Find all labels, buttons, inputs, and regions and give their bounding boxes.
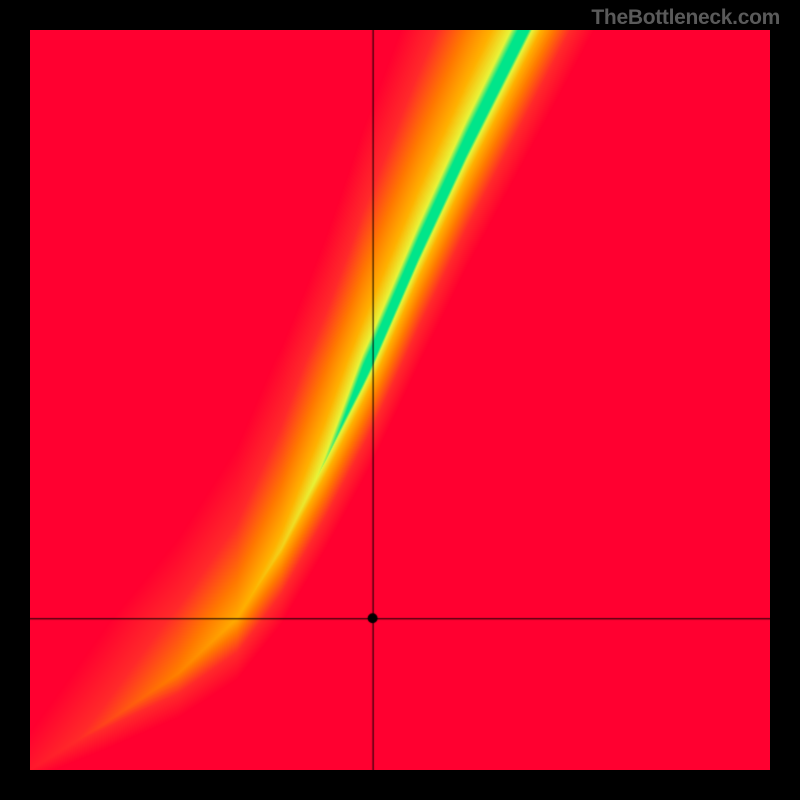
plot-area	[30, 30, 770, 770]
watermark-text: TheBottleneck.com	[591, 6, 780, 30]
heatmap-canvas	[30, 30, 770, 770]
chart-container: TheBottleneck.com	[0, 0, 800, 800]
